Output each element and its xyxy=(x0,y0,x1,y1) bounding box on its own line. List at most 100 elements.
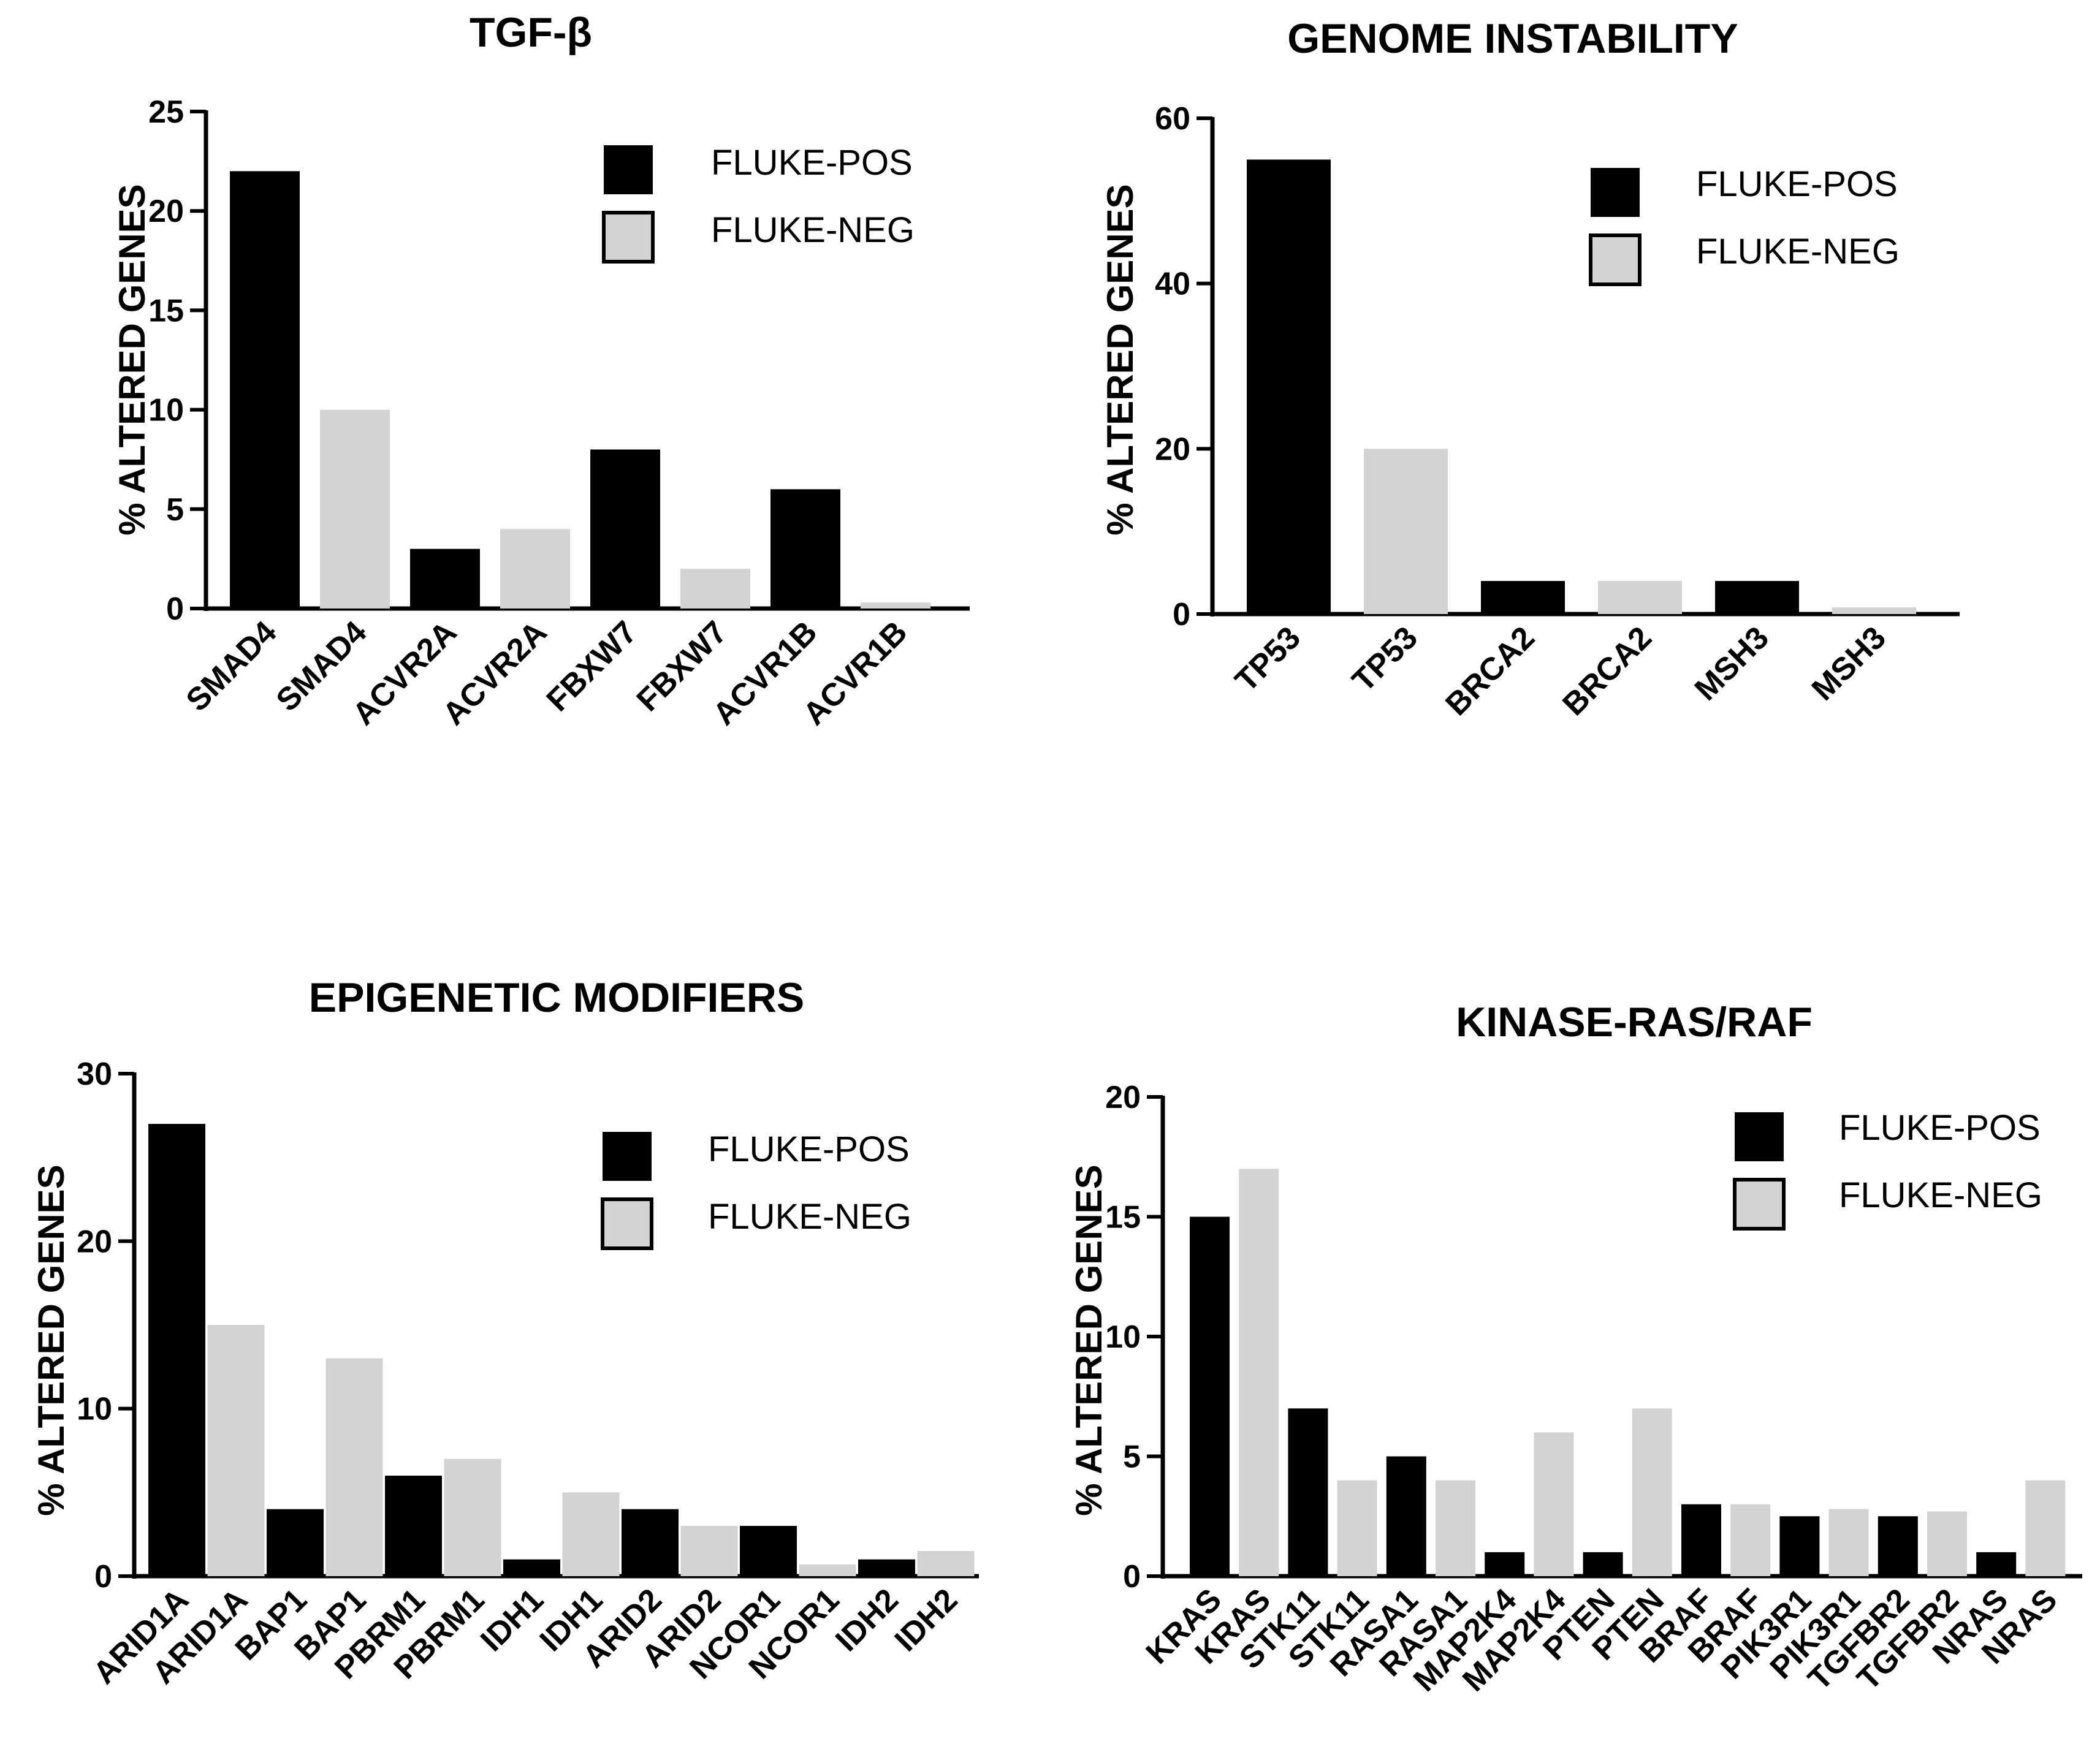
legend: FLUKE-POS FLUKE-NEG xyxy=(602,143,915,264)
legend-label-fluke-neg: FLUKE-NEG xyxy=(711,210,915,250)
chart-title: EPIGENETIC MODIFIERS xyxy=(309,974,805,1021)
bar-fluke-pos xyxy=(385,1476,442,1576)
bar-fluke-neg xyxy=(1436,1480,1475,1576)
bar-fluke-pos xyxy=(1681,1504,1721,1576)
y-tick-label: 0 xyxy=(1123,1559,1141,1595)
bar-fluke-neg xyxy=(444,1458,501,1576)
y-tick-label: 20 xyxy=(1105,1080,1141,1115)
x-tick-label: FBXW7 xyxy=(540,614,644,718)
bar-fluke-pos xyxy=(410,548,480,609)
y-tick-label: 10 xyxy=(1105,1319,1141,1355)
bar-fluke-neg xyxy=(917,1551,975,1576)
y-tick-label: 10 xyxy=(77,1392,112,1427)
legend-swatch-fluke-pos xyxy=(603,1132,652,1181)
bar-fluke-neg xyxy=(207,1325,265,1576)
bar-fluke-pos xyxy=(740,1526,797,1576)
y-tick-label: 0 xyxy=(166,591,184,627)
bar-fluke-pos xyxy=(503,1559,560,1576)
bar-fluke-neg xyxy=(325,1358,383,1576)
bar-fluke-pos xyxy=(1386,1456,1426,1576)
bar-fluke-pos xyxy=(267,1509,324,1576)
bar-fluke-neg xyxy=(861,602,930,609)
y-tick-label: 40 xyxy=(1155,267,1190,302)
bar-fluke-pos xyxy=(1779,1516,1820,1576)
legend-label-fluke-neg: FLUKE-NEG xyxy=(1696,232,1900,271)
legend-swatch-fluke-neg xyxy=(1589,233,1642,286)
bar-fluke-neg xyxy=(320,409,390,609)
bar-fluke-pos xyxy=(858,1559,915,1576)
y-tick-label: 0 xyxy=(1173,597,1190,632)
legend-swatch-fluke-pos xyxy=(1591,168,1640,217)
x-tick-label: BRCA2 xyxy=(1556,620,1659,723)
y-tick-label: 30 xyxy=(77,1056,112,1092)
x-tick-label: IDH1 xyxy=(474,1582,550,1658)
y-axis-label: % ALTERED GENES xyxy=(31,1164,72,1515)
x-tick-label: IDH2 xyxy=(888,1582,965,1658)
bar-fluke-neg xyxy=(1364,449,1448,614)
bar-fluke-neg xyxy=(1337,1480,1377,1576)
y-axis-label: % ALTERED GENES xyxy=(1100,184,1141,535)
y-tick-label: 0 xyxy=(94,1559,112,1595)
bar-fluke-pos xyxy=(1583,1552,1623,1576)
legend-swatch-fluke-pos xyxy=(604,145,653,194)
x-tick-label: MSH3 xyxy=(1688,620,1776,707)
chart-panel-epigenetic-modifiers: EPIGENETIC MODIFIERS % ALTERED GENES 0 10 20… xyxy=(31,974,979,1691)
chart-title: GENOME INSTABILITY xyxy=(1287,15,1738,62)
legend-swatch-fluke-neg xyxy=(1733,1178,1786,1231)
bar-fluke-pos xyxy=(622,1509,679,1576)
bar-fluke-pos xyxy=(590,449,660,609)
x-tick-label: IDH2 xyxy=(829,1582,905,1658)
bar-fluke-pos xyxy=(1485,1552,1525,1576)
y-tick-label: 20 xyxy=(77,1224,112,1259)
x-tick-label: TP53 xyxy=(1345,620,1425,699)
legend: FLUKE-POS FLUKE-NEG xyxy=(601,1129,911,1250)
bar-fluke-pos xyxy=(1190,1216,1230,1576)
x-tick-label: MSH3 xyxy=(1805,620,1893,707)
y-tick-label: 5 xyxy=(166,492,184,528)
bar-fluke-neg xyxy=(799,1564,856,1576)
y-tick-label: 15 xyxy=(1105,1200,1141,1235)
chart-panel-genome-instability: GENOME INSTABILITY % ALTERED GENES 0 20 40 60… xyxy=(1100,15,1960,723)
legend-swatch-fluke-pos xyxy=(1735,1112,1784,1161)
bar-fluke-pos xyxy=(230,171,300,609)
legend-label-fluke-pos: FLUKE-POS xyxy=(708,1129,910,1169)
legend-label-fluke-neg: FLUKE-NEG xyxy=(1839,1175,2042,1215)
x-tick-label: TP53 xyxy=(1228,620,1307,699)
bar-fluke-neg xyxy=(2025,1480,2066,1576)
bar-fluke-neg xyxy=(500,529,570,609)
bar-fluke-pos xyxy=(148,1124,205,1576)
legend-swatch-fluke-neg xyxy=(602,211,655,264)
bar-fluke-neg xyxy=(1239,1169,1279,1576)
legend-label-fluke-neg: FLUKE-NEG xyxy=(708,1197,911,1237)
legend-label-fluke-pos: FLUKE-POS xyxy=(711,143,913,183)
bar-fluke-neg xyxy=(1730,1504,1771,1576)
bar-fluke-neg xyxy=(680,569,750,609)
chart-panel-kinase-ras-raf: KINASE-RAS/RAF% ALTERED GENES05101520KRA… xyxy=(1068,999,2082,1699)
bar-fluke-pos xyxy=(770,489,840,609)
bar-fluke-neg xyxy=(1828,1509,1869,1576)
legend-label-fluke-pos: FLUKE-POS xyxy=(1696,164,1898,204)
bar-fluke-neg xyxy=(562,1492,620,1576)
x-tick-label: BRCA2 xyxy=(1439,620,1542,723)
y-axis-label: % ALTERED GENES xyxy=(1068,1164,1109,1515)
chart-title: KINASE-RAS/RAF xyxy=(1456,999,1813,1045)
y-tick-label: 10 xyxy=(148,393,184,428)
legend-swatch-fluke-neg xyxy=(601,1197,653,1250)
bar-fluke-neg xyxy=(1832,607,1916,614)
y-tick-label: 20 xyxy=(1155,431,1190,467)
bar-fluke-neg xyxy=(1927,1511,1967,1576)
bar-fluke-neg xyxy=(680,1526,738,1576)
bar-fluke-neg xyxy=(1534,1432,1574,1576)
y-tick-label: 25 xyxy=(148,94,184,130)
y-tick-label: 20 xyxy=(148,194,184,229)
bar-fluke-pos xyxy=(1877,1516,1918,1576)
legend-label-fluke-pos: FLUKE-POS xyxy=(1839,1108,2041,1148)
bar-fluke-pos xyxy=(1715,581,1799,614)
legend: FLUKE-POS FLUKE-NEG xyxy=(1733,1108,2042,1231)
bar-fluke-pos xyxy=(1247,159,1331,615)
y-tick-label: 60 xyxy=(1155,101,1190,137)
bar-fluke-neg xyxy=(1598,581,1682,614)
chart-title: TGF-β xyxy=(470,9,592,56)
y-tick-label: 5 xyxy=(1123,1439,1141,1475)
